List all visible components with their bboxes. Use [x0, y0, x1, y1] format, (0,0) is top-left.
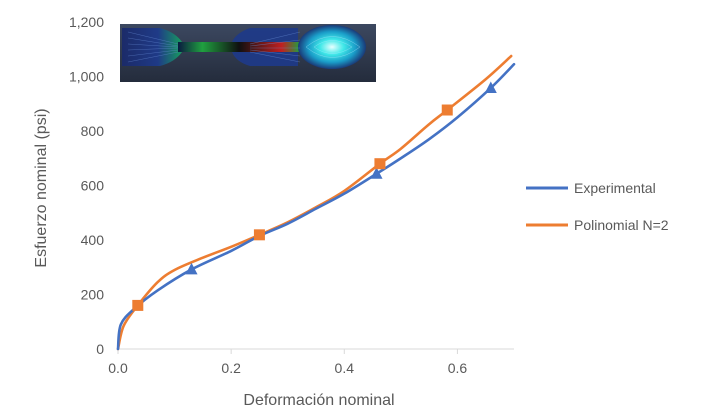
series-markers — [132, 81, 497, 311]
series-marker-square — [374, 158, 386, 170]
series-marker-triangle — [370, 167, 383, 179]
x-axis-title: Deformación nominal — [243, 392, 394, 409]
y-tick-label: 600 — [81, 178, 105, 194]
y-axis-title: Esfuerzo nominal (psi) — [33, 108, 50, 267]
y-tick-label: 400 — [81, 232, 105, 248]
series-marker-square — [132, 299, 144, 311]
axes: 0.0 0.2 0.4 0.6 0 200 400 600 800 1,000 1,200 — [69, 14, 514, 376]
fea-specimen-image — [120, 24, 376, 82]
x-tick-label: 0.2 — [221, 360, 241, 376]
y-tick-label: 1,200 — [69, 14, 104, 30]
series-line-polinomial — [116, 54, 513, 351]
series-marker-triangle — [185, 262, 198, 275]
gauge-neck — [178, 42, 300, 52]
series-marker-square — [253, 229, 265, 241]
y-tick-label: 1,000 — [69, 69, 104, 85]
series-line-experimental — [116, 62, 516, 351]
legend: Experimental Polinomial N=2 — [526, 180, 669, 233]
series-lines — [116, 54, 516, 351]
legend-label-experimental: Experimental — [574, 180, 656, 196]
series-marker-square — [441, 104, 453, 116]
y-tick-label: 200 — [81, 287, 105, 303]
y-tick-label: 800 — [81, 123, 105, 139]
series-marker-triangle — [484, 81, 497, 93]
x-tick-label: 0.4 — [335, 360, 355, 376]
x-tick-label: 0.6 — [448, 360, 468, 376]
hot-spot-glow — [298, 25, 366, 69]
x-tick-label: 0.0 — [108, 360, 128, 376]
legend-label-polinomial: Polinomial N=2 — [574, 217, 669, 233]
left-grip-shape — [122, 28, 182, 66]
y-tick-label: 0 — [96, 341, 104, 357]
